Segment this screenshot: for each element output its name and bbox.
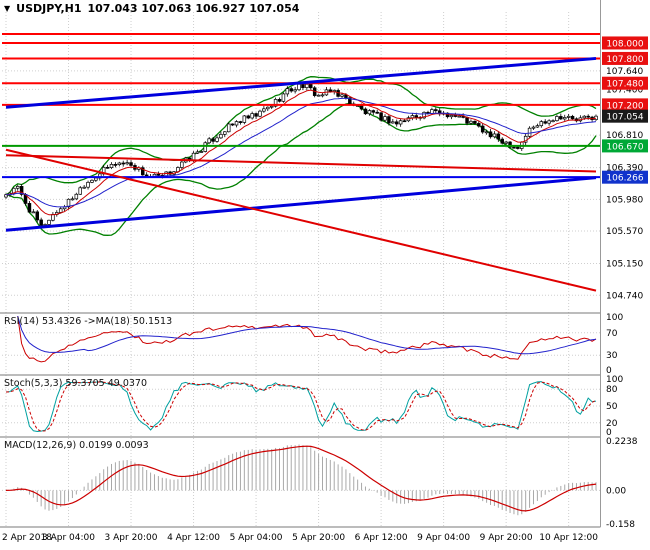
svg-text:105.150: 105.150 (606, 260, 643, 270)
svg-text:107.200: 107.200 (606, 101, 643, 111)
svg-text:105.980: 105.980 (606, 195, 643, 205)
svg-text:5 Apr 20:00: 5 Apr 20:00 (292, 533, 345, 543)
rsi-lines (17, 316, 597, 363)
svg-text:80: 80 (606, 385, 618, 395)
svg-text:107.480: 107.480 (606, 80, 643, 90)
svg-text:107.054: 107.054 (606, 113, 643, 123)
svg-text:70: 70 (606, 329, 618, 339)
svg-text:-0.158: -0.158 (606, 520, 635, 530)
svg-text:104.740: 104.740 (606, 291, 643, 301)
chart-ohlc-values: 107.043 107.063 106.927 107.054 (87, 2, 300, 15)
svg-text:100: 100 (606, 375, 623, 385)
macd-plot (5, 444, 597, 516)
svg-text:30: 30 (606, 351, 618, 361)
svg-text:107.800: 107.800 (606, 55, 643, 65)
svg-text:107.400: 107.400 (606, 85, 643, 95)
svg-text:50: 50 (606, 402, 618, 412)
rsi-indicator-label: RSI(14) 53.4326 ->MA(18) 50.1513 (4, 316, 173, 327)
stochastic-lines (5, 381, 597, 433)
svg-text:106.266: 106.266 (606, 174, 643, 184)
svg-text:108.000: 108.000 (606, 39, 643, 49)
svg-text:0: 0 (606, 428, 612, 438)
svg-text:20: 20 (606, 419, 618, 429)
svg-text:106.670: 106.670 (606, 142, 643, 152)
svg-text:0.00: 0.00 (606, 486, 626, 496)
svg-text:4 Apr 12:00: 4 Apr 12:00 (167, 533, 220, 543)
panel-separators (0, 312, 650, 528)
svg-text:6 Apr 12:00: 6 Apr 12:00 (355, 533, 408, 543)
macd-indicator-label: MACD(12,26,9) 0.0199 0.0093 (4, 440, 149, 451)
svg-text:106.390: 106.390 (606, 164, 643, 174)
svg-text:107.640: 107.640 (606, 67, 643, 77)
chart-title-bar: ▼ USDJPY,H1 107.043 107.063 106.927 107.… (4, 2, 299, 15)
svg-text:3 Apr 04:00: 3 Apr 04:00 (42, 533, 95, 543)
svg-text:106.810: 106.810 (606, 131, 643, 141)
chevron-down-icon[interactable]: ▼ (4, 3, 11, 13)
stochastic-indicator-label: Stoch(5,3,3) 59.3705 49.0370 (4, 378, 148, 389)
svg-text:100: 100 (606, 313, 623, 323)
chart-symbol-title: USDJPY,H1 (16, 2, 82, 15)
svg-text:10 Apr 12:00: 10 Apr 12:00 (539, 533, 598, 543)
svg-text:3 Apr 20:00: 3 Apr 20:00 (105, 533, 158, 543)
svg-text:9 Apr 04:00: 9 Apr 04:00 (417, 533, 470, 543)
svg-text:9 Apr 20:00: 9 Apr 20:00 (480, 533, 533, 543)
price-axis[interactable]: 107.640 107.400 106.810 106.390 105.980 105.5… (600, 0, 650, 550)
svg-text:0.2238: 0.2238 (606, 437, 638, 447)
moving-averages (5, 89, 597, 216)
support-resistance-lines[interactable] (2, 33, 600, 179)
svg-text:105.570: 105.570 (606, 227, 643, 237)
svg-text:0: 0 (606, 366, 612, 376)
trend-lines[interactable] (5, 56, 597, 292)
svg-text:5 Apr 04:00: 5 Apr 04:00 (230, 533, 283, 543)
svg-text:2 Apr 2018: 2 Apr 2018 (2, 533, 52, 543)
